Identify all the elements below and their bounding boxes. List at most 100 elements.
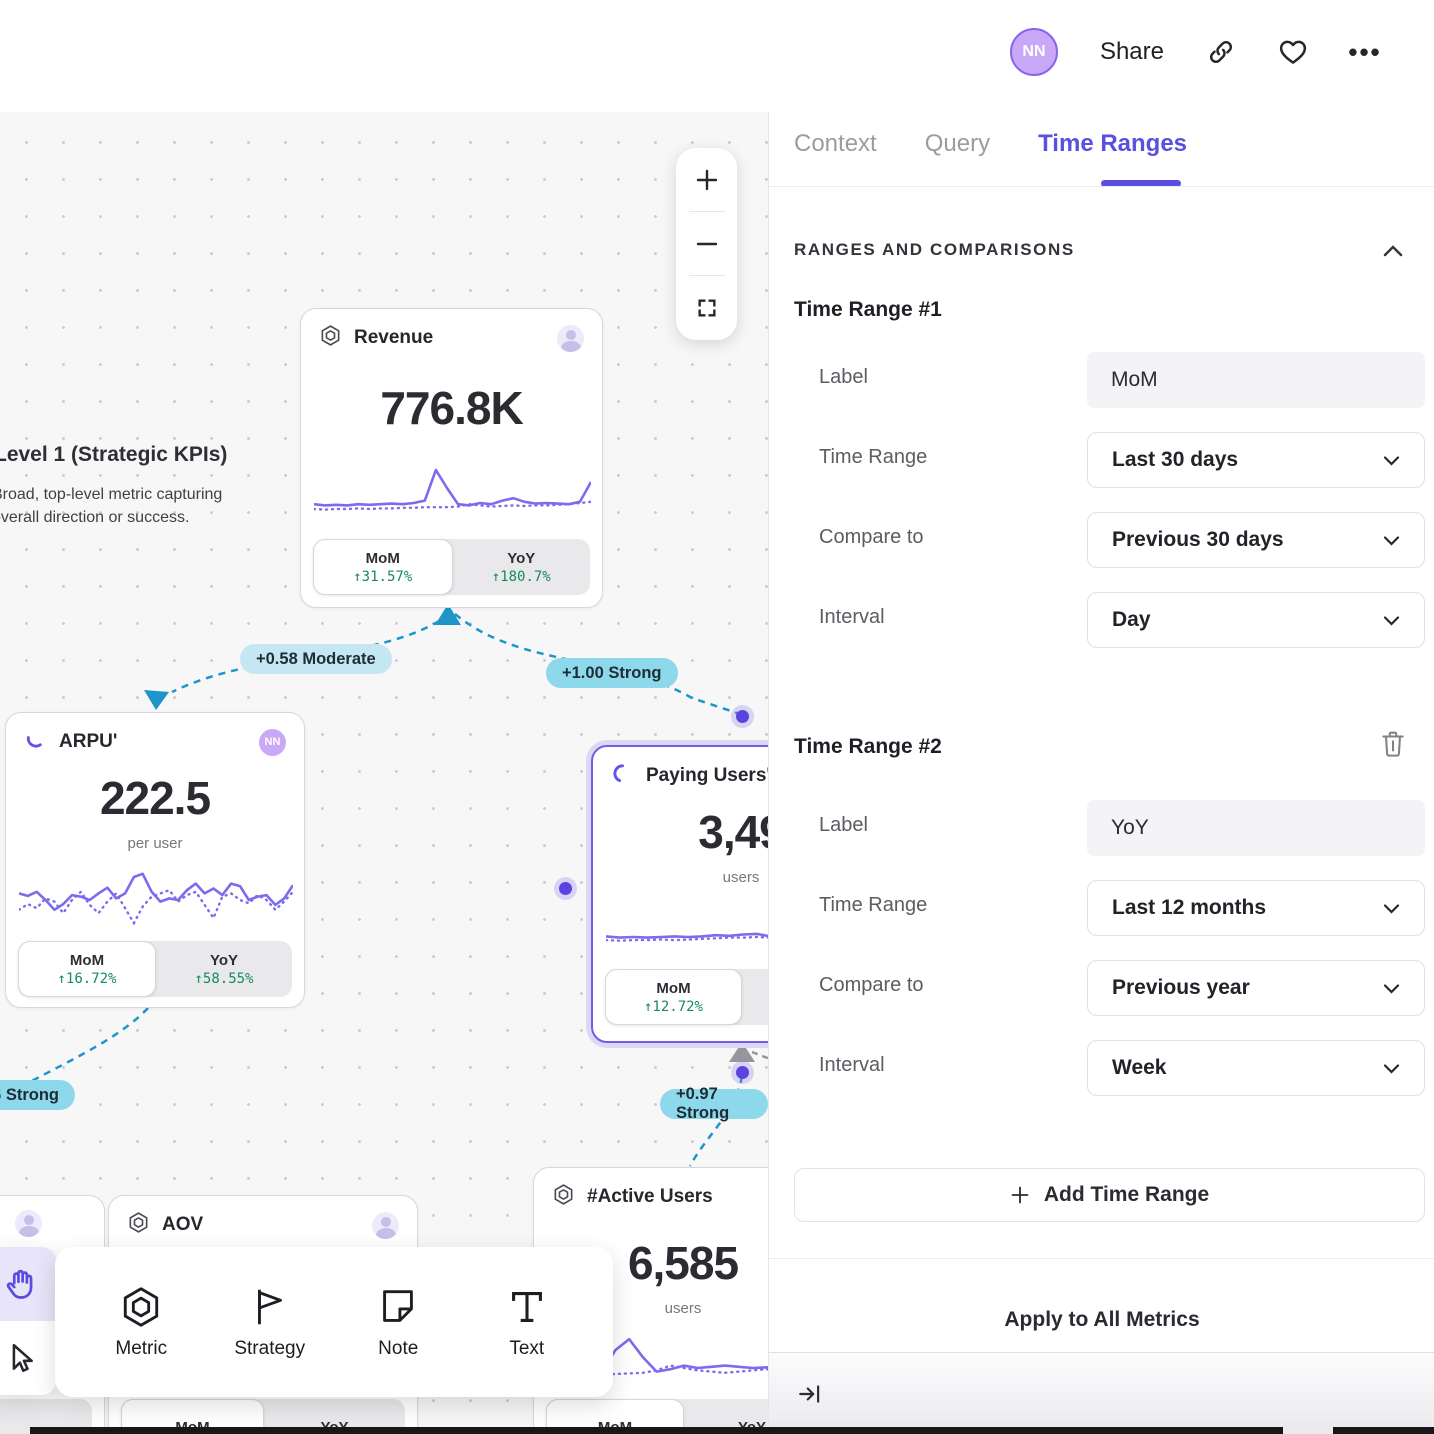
loading-arc-icon — [611, 762, 634, 790]
add-time-range-button[interactable]: Add Time Range — [794, 1168, 1425, 1222]
tool-metric[interactable]: Metric — [81, 1284, 201, 1360]
collapse-right-icon — [799, 1385, 820, 1403]
field-label: Time Range — [819, 446, 928, 468]
apply-all-metrics-button[interactable]: Apply to All Metrics — [1004, 1308, 1200, 1331]
chevron-down-icon — [1383, 983, 1400, 994]
time-range-select[interactable]: Last 12 months — [1087, 880, 1425, 936]
metric-hexagon-icon — [124, 1287, 159, 1327]
plus-icon — [696, 169, 717, 190]
sparkline — [19, 872, 293, 926]
pointer-tool-strip — [0, 1247, 56, 1395]
toggle-label: MoM — [656, 979, 691, 997]
metric-unit: per user — [127, 835, 183, 852]
tool-label: Note — [378, 1338, 419, 1359]
connector-handle[interactable] — [736, 1066, 749, 1079]
tool-label: Strategy — [234, 1338, 306, 1359]
share-button[interactable]: Share — [1099, 38, 1164, 65]
toggle-mom[interactable]: MoM ↑31.57% — [313, 539, 453, 595]
chevron-down-icon — [1383, 903, 1400, 914]
toggle-yoy[interactable]: YoY ↑180.7% — [453, 539, 591, 595]
tab-context[interactable]: Context — [794, 130, 877, 157]
hand-tool-button[interactable] — [0, 1247, 56, 1321]
add-time-range-label: Add Time Range — [1043, 1183, 1210, 1206]
chevron-down-icon — [1383, 535, 1400, 546]
user-avatar[interactable]: NN — [1009, 28, 1058, 76]
select-tool-button[interactable] — [0, 1321, 56, 1395]
zoom-out-button[interactable] — [676, 212, 737, 275]
time-range-select[interactable]: Last 30 days — [1087, 432, 1425, 488]
delete-time-range-button[interactable] — [1380, 730, 1406, 763]
metric-hexagon-icon — [127, 1211, 150, 1239]
compare-to-select[interactable]: Previous year — [1087, 960, 1425, 1016]
group-title: Level 1 (Strategic KPIs) — [0, 443, 228, 466]
toggle-delta: ↑180.7% — [491, 568, 551, 585]
time-range-2-title: Time Range #2 — [794, 735, 942, 758]
toggle-delta: ↑31.57% — [353, 568, 413, 585]
metric-tree-canvas[interactable]: Level 1 (Strategic KPIs) Broad, top-leve… — [0, 112, 768, 1434]
select-value: Previous year — [1112, 976, 1250, 999]
correlation-label: +0.58 Moderate — [240, 644, 392, 674]
collaborator-badge: NN — [259, 728, 286, 756]
section-title: RANGES AND COMPARISONS — [794, 240, 1075, 259]
collapse-section-button[interactable] — [1383, 244, 1403, 262]
connector-handle[interactable] — [559, 882, 572, 895]
metric-hexagon-icon — [552, 1183, 575, 1211]
metric-card-arpu[interactable]: ARPU' NN 222.5 per user MoM ↑16.72% YoY … — [5, 712, 305, 1008]
toggle-yoy[interactable] — [742, 969, 768, 1025]
tool-strategy[interactable]: Strategy — [210, 1284, 330, 1360]
canvas-toolbar: Metric Strategy Note Text — [55, 1247, 613, 1397]
link-icon — [1209, 40, 1233, 64]
label-input[interactable]: YoY — [1087, 800, 1425, 856]
connector-handle[interactable] — [736, 710, 749, 723]
correlation-label: +0.97 Strong — [660, 1085, 768, 1122]
label-input[interactable]: MoM — [1087, 352, 1425, 408]
metric-card-paying-users[interactable]: Paying Users' 3,49 users MoM ↑12.72% — [591, 745, 768, 1043]
label-input-value: YoY — [1111, 816, 1149, 839]
field-label: Label — [819, 366, 868, 388]
chevron-down-icon — [1383, 1063, 1400, 1074]
interval-select[interactable]: Day — [1087, 592, 1425, 648]
toggle-mom[interactable]: MoM ↑16.72% — [18, 941, 156, 997]
field-label: Compare to — [819, 974, 924, 996]
select-value: Day — [1112, 608, 1151, 631]
text-icon — [511, 1292, 542, 1322]
more-menu-button[interactable]: ••• — [1348, 36, 1382, 67]
fit-view-button[interactable] — [676, 276, 737, 339]
collapse-panel-button[interactable] — [797, 1381, 823, 1412]
tab-time-ranges[interactable]: Time Ranges — [1038, 130, 1188, 157]
comparison-toggles: MoM ↑16.72% YoY ↑58.55% — [18, 941, 292, 997]
tool-text[interactable]: Text — [467, 1284, 587, 1360]
copy-link-button[interactable] — [1206, 37, 1236, 67]
active-tab-indicator — [1101, 180, 1181, 187]
toggle-label: YoY — [209, 951, 239, 969]
note-icon — [383, 1290, 414, 1322]
heart-icon — [1279, 40, 1307, 64]
metric-card-revenue[interactable]: Revenue 776.8K MoM ↑31.57% YoY ↑180.7% — [300, 308, 603, 608]
chevron-down-icon — [1383, 455, 1400, 466]
owner-avatar — [15, 1210, 42, 1237]
tool-label: Text — [509, 1338, 545, 1359]
hand-icon — [6, 1269, 33, 1299]
window-edge — [30, 1427, 1283, 1434]
trash-icon — [1382, 731, 1404, 757]
field-label: Time Range — [819, 894, 928, 916]
ellipsis-icon: ••• — [1348, 36, 1382, 67]
metric-title: ARPU' — [59, 731, 118, 752]
tab-query[interactable]: Query — [924, 130, 991, 157]
field-label: Compare to — [819, 526, 924, 548]
divider — [769, 186, 1434, 187]
field-label: Interval — [819, 1054, 885, 1076]
favorite-button[interactable] — [1278, 37, 1308, 67]
toggle-yoy[interactable]: YoY ↑58.55% — [156, 941, 292, 997]
interval-select[interactable]: Week — [1087, 1040, 1425, 1096]
select-value: Last 12 months — [1112, 896, 1267, 919]
toggle-mom[interactable]: MoM ↑12.72% — [605, 969, 742, 1025]
metric-value: 776.8K — [380, 382, 523, 434]
tool-note[interactable]: Note — [338, 1284, 458, 1360]
compare-to-select[interactable]: Previous 30 days — [1087, 512, 1425, 568]
cursor-icon — [12, 1343, 33, 1373]
metric-title: AOV — [162, 1214, 204, 1235]
divider — [688, 275, 725, 276]
zoom-in-button[interactable] — [676, 148, 737, 211]
